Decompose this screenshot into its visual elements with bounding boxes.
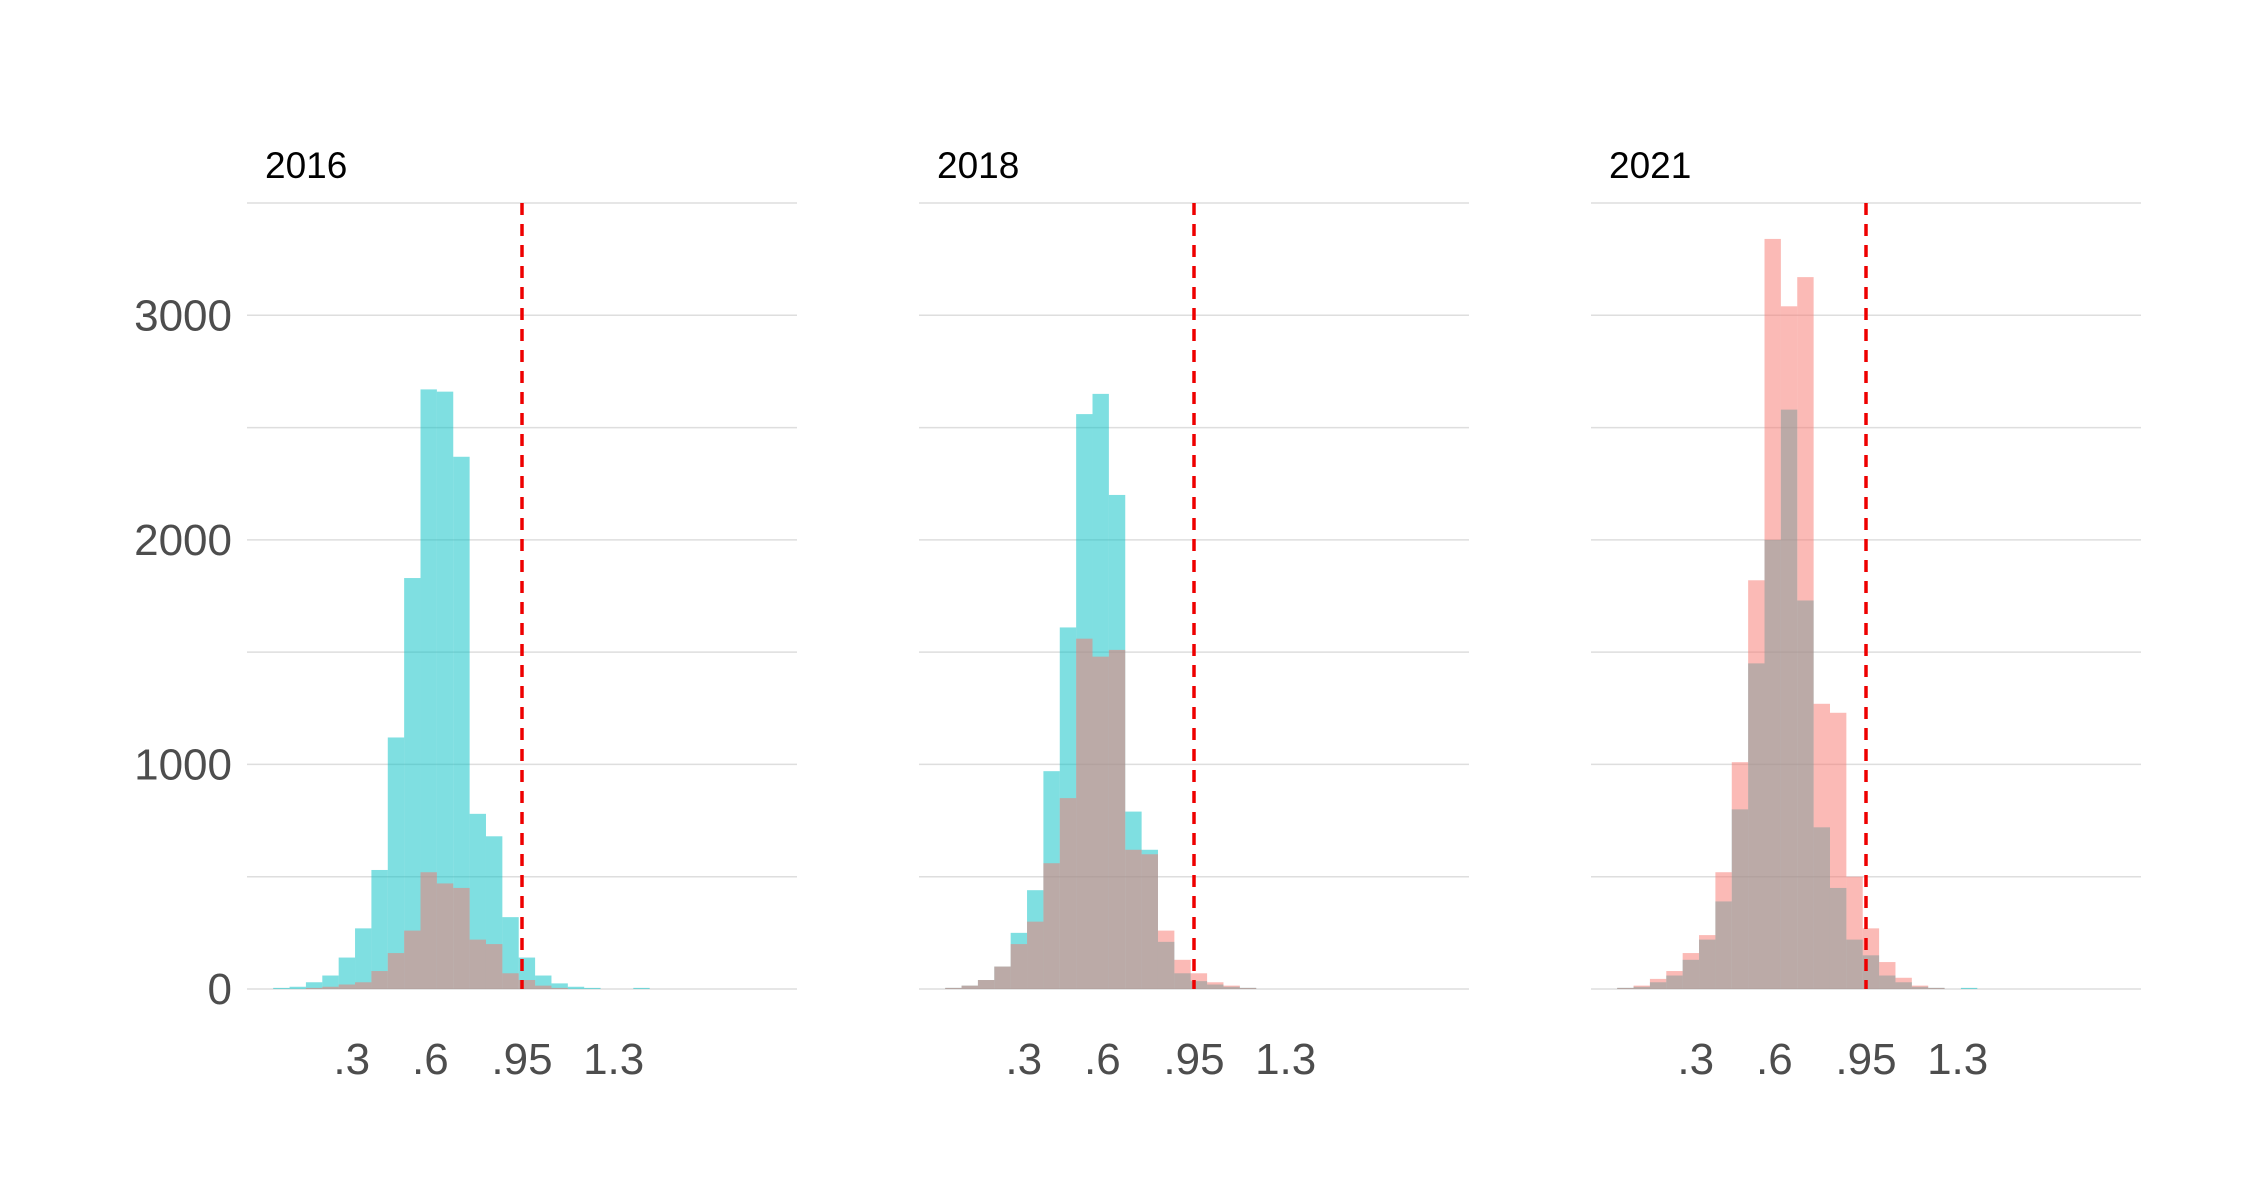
histogram-bar — [1895, 977, 1912, 989]
histogram-bar — [371, 869, 388, 989]
histogram-bar — [1633, 985, 1650, 989]
histogram-bar — [945, 987, 962, 989]
panel-2016: 2016 .3 .6 .95 1.3 — [247, 145, 797, 1084]
histogram-bar — [436, 391, 454, 989]
histogram-bar — [977, 980, 995, 989]
histogram-bar — [1846, 876, 1863, 989]
x-tick-label: .95 — [1835, 1035, 1896, 1084]
histogram-bar — [1699, 935, 1716, 989]
histogram-bar — [1617, 987, 1634, 989]
histogram-bar — [436, 883, 454, 989]
histogram-bar — [404, 578, 421, 989]
histogram-bar — [453, 456, 470, 989]
histogram-bar — [1076, 638, 1093, 989]
histogram-bar — [338, 984, 356, 989]
x-tick-label: .95 — [1163, 1035, 1224, 1084]
histogram-bar — [371, 971, 388, 989]
histogram-bar — [1829, 712, 1847, 989]
histogram-bar — [1764, 238, 1781, 990]
histogram-bar — [1125, 849, 1142, 989]
x-tick-label: .6 — [1756, 1035, 1793, 1084]
histogram-bar — [322, 975, 339, 989]
histogram-bar — [1174, 959, 1191, 989]
histogram-bar — [355, 982, 372, 989]
histogram-bar — [1813, 703, 1830, 989]
histogram-bar — [485, 944, 503, 989]
y-tick-label: 3000 — [134, 291, 232, 340]
histogram-bar — [404, 930, 421, 989]
x-tick-label: 1.3 — [583, 1035, 644, 1084]
histogram-bar — [1239, 987, 1257, 989]
histogram-bar — [1797, 277, 1814, 989]
histogram-bar — [994, 966, 1011, 989]
histogram-bar — [518, 980, 536, 989]
histogram-bar — [1027, 921, 1044, 989]
histogram-bar — [355, 928, 372, 989]
x-tick-label: .6 — [412, 1035, 449, 1084]
histogram-bar — [961, 985, 978, 989]
histogram-bar — [584, 987, 601, 989]
y-tick-label: 1000 — [134, 740, 232, 789]
panel-2021: 2021 .3 .6 .95 1.3 — [1591, 145, 2141, 1084]
histogram-bar — [1780, 306, 1798, 989]
x-tick-label: .3 — [1677, 1035, 1714, 1084]
histogram-bar — [305, 987, 323, 989]
histogram-bar — [338, 957, 356, 989]
histogram-bar — [289, 986, 306, 989]
histogram-bar — [453, 887, 470, 989]
panel-title: 2016 — [265, 145, 347, 186]
histogram-bar — [387, 737, 405, 989]
histogram-bar — [273, 987, 290, 989]
histogram-bar — [551, 983, 568, 989]
histogram-bar — [535, 985, 552, 989]
histogram-bar — [1223, 985, 1240, 989]
x-tick-label: .3 — [1005, 1035, 1042, 1084]
histogram-bar — [1911, 985, 1929, 989]
histogram-bar — [1960, 987, 1978, 989]
histogram-bar — [1649, 978, 1667, 989]
x-tick-label: 1.3 — [1255, 1035, 1316, 1084]
panel-2018: 2018 .3 .6 .95 1.3 — [919, 145, 1469, 1084]
histogram-bar — [420, 872, 437, 989]
histogram-bar — [469, 939, 486, 989]
y-tick-label: 0 — [208, 965, 232, 1014]
histogram-bar — [1682, 953, 1700, 989]
x-tick-label: .3 — [333, 1035, 370, 1084]
panel-title: 2018 — [937, 145, 1019, 186]
histogram-bar — [1043, 863, 1060, 989]
histogram-bar — [633, 987, 650, 989]
histogram-bar — [322, 986, 339, 989]
histogram-bar — [1748, 580, 1765, 989]
histogram-bar — [1715, 872, 1732, 989]
histogram-bar — [387, 953, 405, 989]
histogram-bar — [1666, 971, 1683, 989]
histogram-bar — [502, 973, 519, 989]
y-tick-label: 2000 — [134, 516, 232, 565]
histogram-bar — [1141, 854, 1158, 989]
histogram-bar — [305, 982, 323, 989]
histogram-bar — [1207, 982, 1224, 989]
histogram-bar — [420, 389, 437, 989]
x-tick-label: .6 — [1084, 1035, 1121, 1084]
histogram-bar — [1108, 649, 1126, 989]
histogram-bar — [1157, 930, 1175, 989]
histogram-bar — [1059, 798, 1077, 989]
histogram-bar — [1879, 962, 1896, 989]
histogram-bar — [502, 917, 519, 989]
histogram-bar — [551, 987, 568, 989]
histogram-bar — [1928, 987, 1945, 989]
x-tick-label: 1.3 — [1927, 1035, 1988, 1084]
histogram-bar — [1731, 762, 1749, 989]
histogram-bar — [1862, 928, 1880, 989]
histogram-bar — [1092, 656, 1109, 989]
panel-title: 2021 — [1609, 145, 1691, 186]
histogram-bar — [1010, 944, 1028, 989]
x-tick-label: .95 — [491, 1035, 552, 1084]
histogram-bar — [567, 986, 585, 989]
